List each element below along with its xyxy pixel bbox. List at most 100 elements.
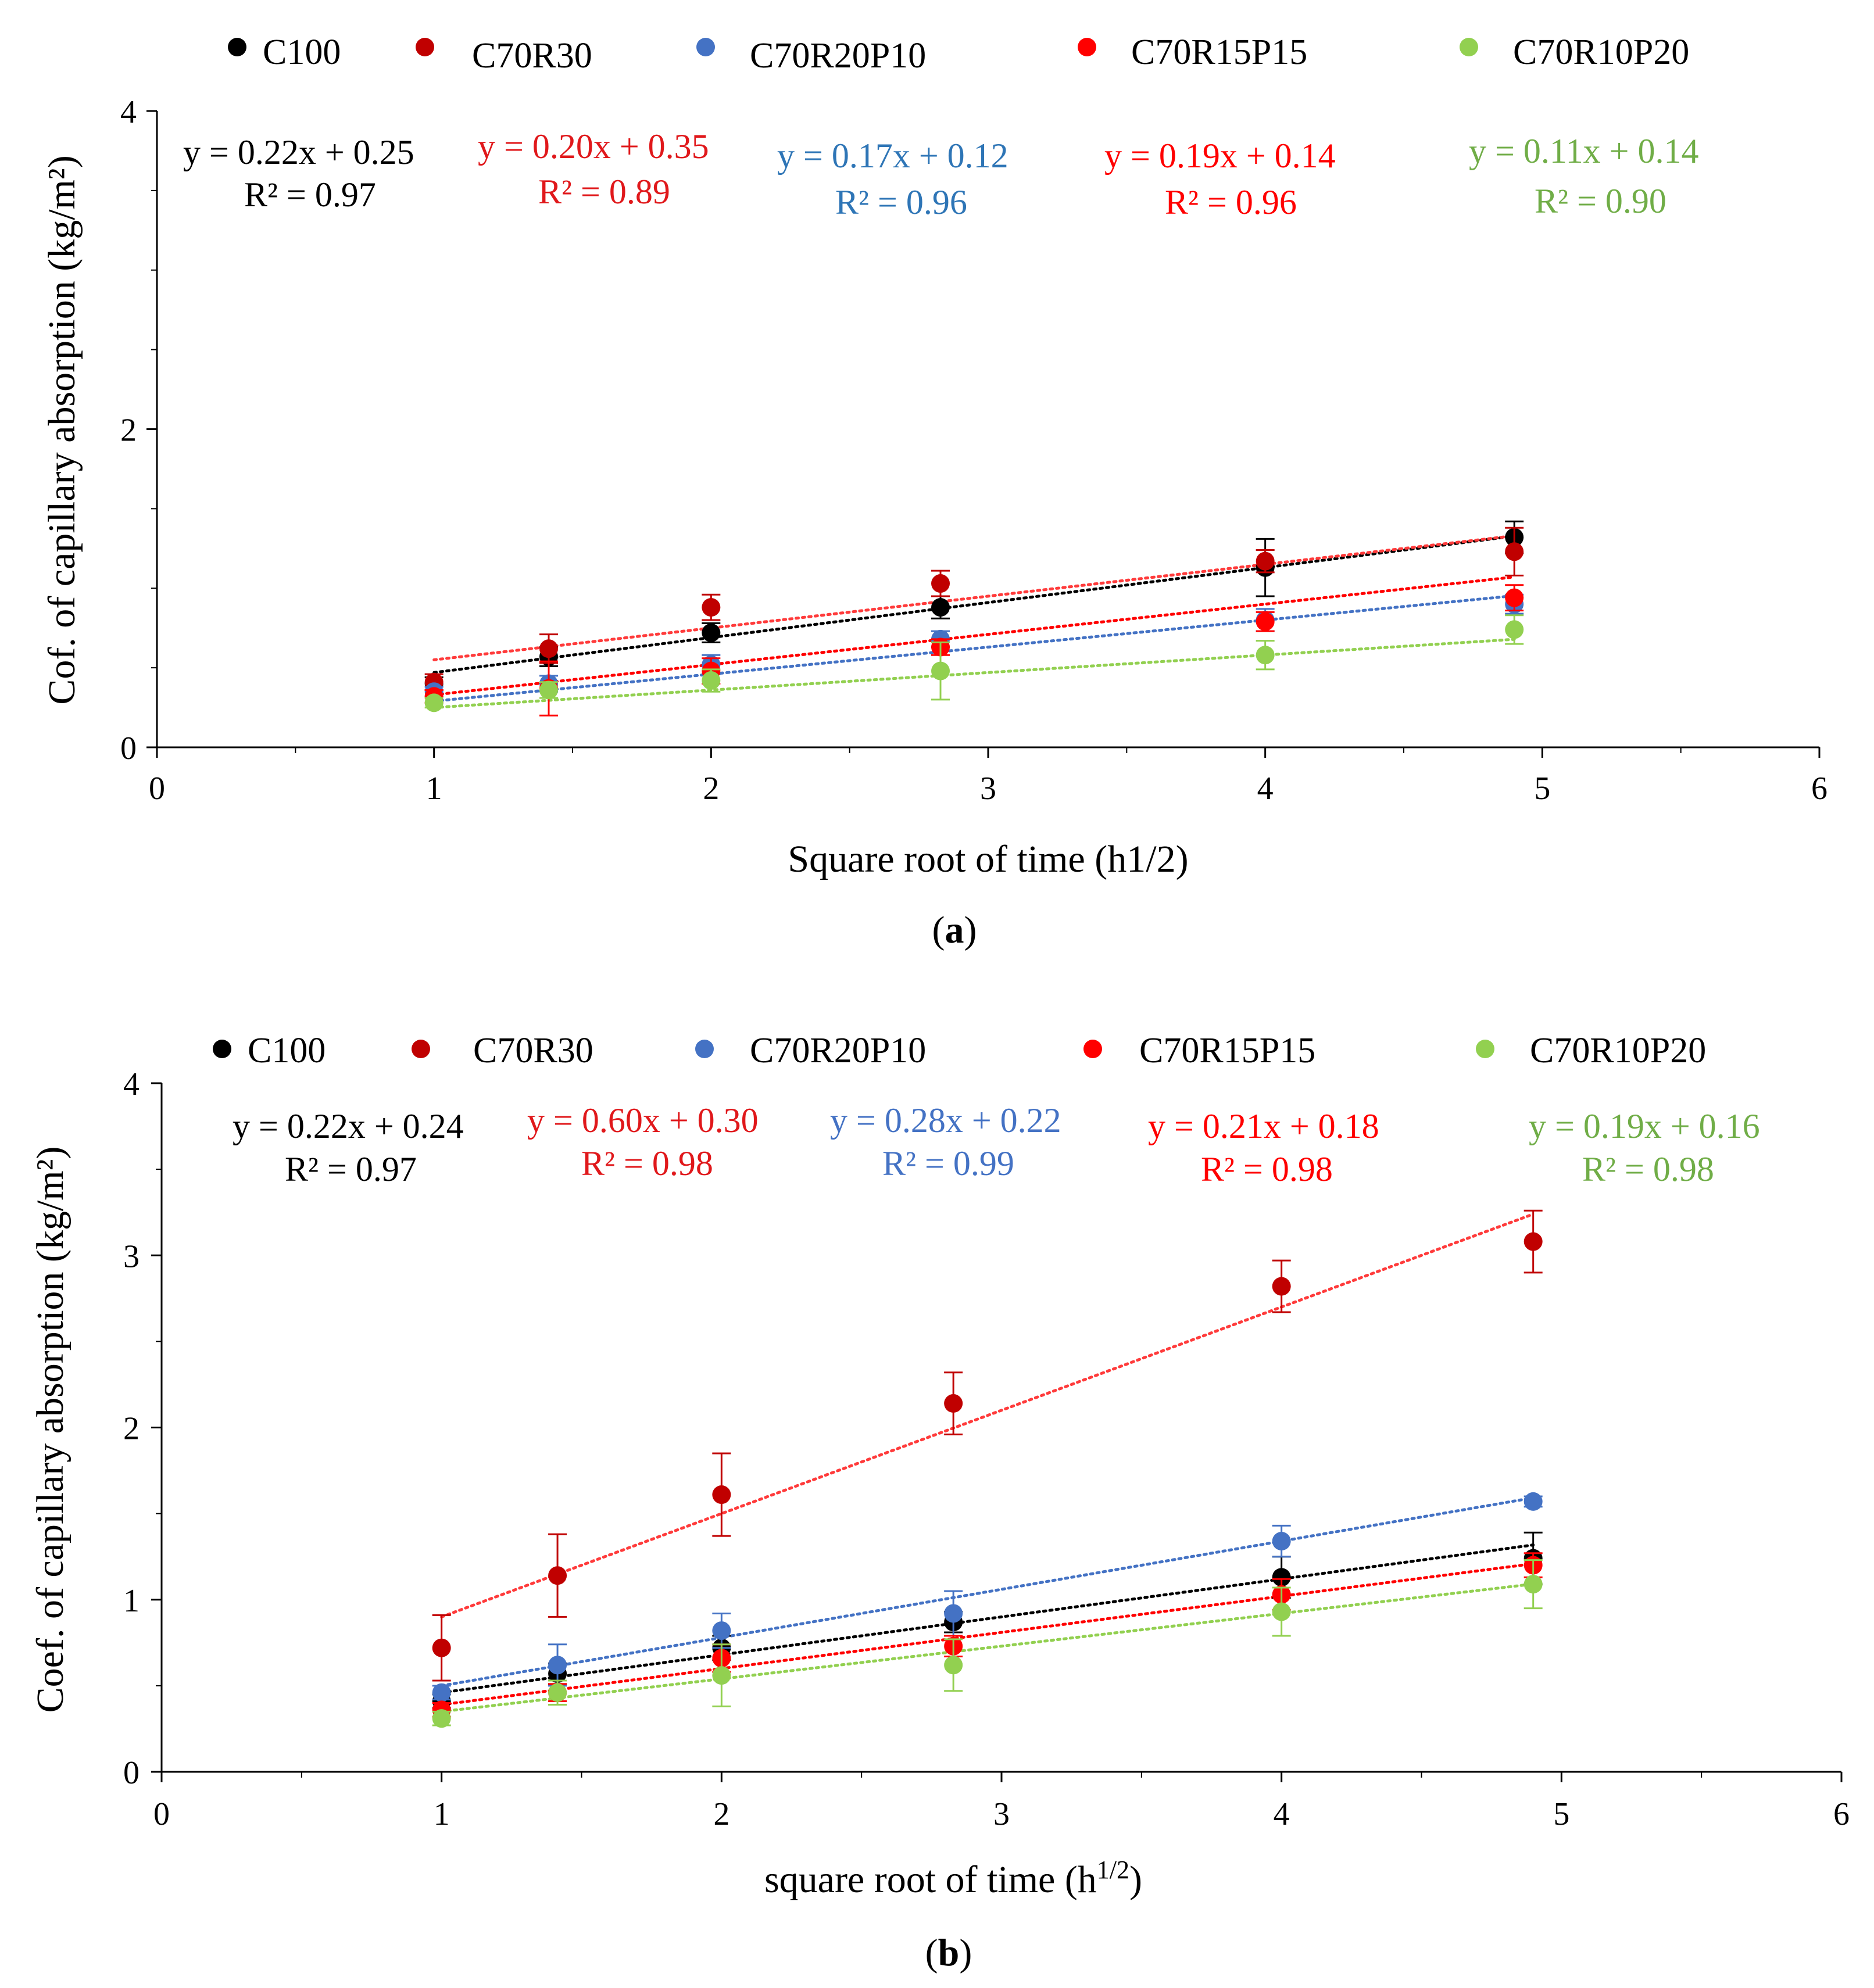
y-tick-label: 4 [120,94,137,130]
legend-label-c70r20p10: C70R20P10 [750,36,926,76]
trendline-c70r30 [440,1212,1535,1618]
point-c70r15p15[interactable] [1505,588,1524,607]
point-c70r10p20[interactable] [424,693,444,712]
legend-item-c70r15p15-b[interactable]: C70R15P15 [1083,1031,1315,1070]
legend-label-c70r15p15-b: C70R15P15 [1139,1031,1315,1070]
legend-marker-c70r20p10-b [695,1040,714,1058]
y-tick-label: 4 [123,1066,140,1102]
trendline-c70r15p15 [432,575,1516,697]
point-c70r10p20[interactable] [944,1656,963,1675]
point-c70r10p20[interactable] [539,680,559,700]
point-c70r20p10[interactable] [712,1621,731,1640]
point-c70r30[interactable] [944,1394,963,1413]
legend-marker-c70r20p10 [696,38,715,56]
y-tick-label: 1 [123,1583,140,1619]
legend-item-c70r20p10-b[interactable]: C70R20P10 [695,1031,926,1070]
point-c70r10p20[interactable] [1505,620,1524,639]
point-c70r10p20[interactable] [931,661,950,680]
r2-b-c100: R² = 0.97 [285,1150,417,1188]
point-c70r10p20[interactable] [712,1666,731,1685]
y-axis-title-a: Cof. of capillary absorption (kg/m²) [41,155,83,704]
point-c70r30[interactable] [432,1638,451,1657]
equation-b-c70r15p15: y = 0.21x + 0.18 [1148,1107,1379,1145]
equations-a: y = 0.22x + 0.25 R² = 0.97 y = 0.20x + 0… [183,127,1698,221]
point-c70r30[interactable] [702,598,721,617]
legend-marker-c70r15p15 [1078,38,1096,56]
point-c70r30[interactable] [1505,542,1524,561]
trendline-c70r30 [432,534,1516,661]
point-c70r15p15[interactable] [1256,612,1275,631]
point-c70r30[interactable] [539,639,559,658]
r2-b-c70r30: R² = 0.98 [581,1144,713,1183]
legend-a: C100 C70R30 C70R20P10 C70R15P15 C70R10P2… [228,33,1689,76]
legend-item-c70r30-b[interactable]: C70R30 [412,1031,593,1070]
y-tick-label: 3 [123,1238,140,1274]
point-c70r10p20[interactable] [548,1683,567,1702]
point-c70r30[interactable] [1256,551,1275,571]
x-tick-label: 5 [1553,1796,1569,1832]
x-tick-label: 0 [149,771,165,807]
x-tick-label: 4 [1274,1796,1290,1832]
x-tick-label: 3 [993,1796,1010,1832]
r2-a-c70r15p15: R² = 0.96 [1165,183,1297,221]
y-tick-label: 2 [120,413,137,449]
point-c70r10p20[interactable] [1272,1602,1291,1621]
panel-a: C100 C70R30 C70R20P10 C70R15P15 C70R10P2… [41,33,1827,951]
r2-a-c70r20p10: R² = 0.96 [835,183,967,221]
legend-label-c70r30-b: C70R30 [473,1031,593,1070]
axes-a: 0 1 2 3 4 5 6 0 2 4 [120,94,1827,807]
legend-item-c100-b[interactable]: C100 [213,1031,326,1070]
points-a [424,520,1524,717]
point-c100[interactable] [1272,1568,1291,1587]
x-axis-title-b: square root of time (h1/2) [764,1856,1142,1901]
legend-item-c70r10p20-b[interactable]: C70R10P20 [1476,1031,1706,1070]
panel-label-b: (b) [925,1932,972,1974]
ticks-a: 0 1 2 3 4 5 6 0 2 4 [120,94,1827,807]
equations-b: y = 0.22x + 0.24 R² = 0.97 y = 0.60x + 0… [233,1101,1760,1188]
point-c70r30[interactable] [712,1485,731,1505]
legend-item-c70r20p10[interactable]: C70R20P10 [696,36,926,76]
panel-label-a: (a) [932,909,977,951]
x-tick-label: 1 [434,1796,450,1832]
trendlines-b [440,1212,1535,1713]
point-c70r20p10[interactable] [944,1604,963,1623]
point-c70r30[interactable] [1272,1277,1291,1296]
point-c70r20p10[interactable] [1272,1532,1291,1551]
legend-label-c100-b: C100 [248,1031,326,1070]
equation-a-c70r30: y = 0.20x + 0.35 [478,127,709,166]
y-tick-label: 0 [120,730,137,766]
trendlines-a [432,534,1516,710]
equation-b-c70r20p10: y = 0.28x + 0.22 [830,1101,1061,1140]
point-c70r10p20[interactable] [702,671,721,690]
legend-marker-c70r15p15-b [1083,1040,1102,1058]
legend-marker-c70r10p20 [1460,38,1478,56]
point-c70r20p10[interactable] [1523,1492,1543,1511]
point-c100[interactable] [931,598,950,617]
point-c70r30[interactable] [548,1566,567,1585]
legend-item-c70r15p15[interactable]: C70R15P15 [1078,33,1307,72]
y-axis-title-b: Coef. of capillary absorption (kg/m²) [29,1147,71,1713]
point-c70r10p20[interactable] [432,1709,451,1728]
point-c70r10p20[interactable] [1523,1575,1543,1594]
point-c70r30[interactable] [931,574,950,593]
legend-item-c70r10p20[interactable]: C70R10P20 [1460,33,1689,72]
legend-label-c70r10p20-b: C70R10P20 [1530,1031,1706,1070]
point-c70r20p10[interactable] [548,1656,567,1675]
point-c70r20p10[interactable] [432,1683,451,1702]
x-tick-label: 6 [1833,1796,1850,1832]
equation-b-c70r30: y = 0.60x + 0.30 [527,1101,759,1140]
legend-item-c100[interactable]: C100 [228,33,341,72]
legend-item-c70r30[interactable]: C70R30 [416,36,592,76]
r2-b-c70r10p20: R² = 0.98 [1582,1150,1714,1188]
legend-label-c70r15p15: C70R15P15 [1131,33,1307,72]
x-tick-label: 0 [153,1796,170,1832]
point-c70r30[interactable] [1523,1232,1543,1251]
equation-a-c70r10p20: y = 0.11x + 0.14 [1469,132,1698,170]
point-c100[interactable] [702,623,721,642]
trendline-c70r15p15 [440,1562,1535,1706]
r2-b-c70r20p10: R² = 0.99 [882,1144,1014,1183]
point-c70r10p20[interactable] [1256,646,1275,665]
equation-b-c70r10p20: y = 0.19x + 0.16 [1529,1107,1760,1145]
trendline-c70r20p10 [432,594,1516,703]
